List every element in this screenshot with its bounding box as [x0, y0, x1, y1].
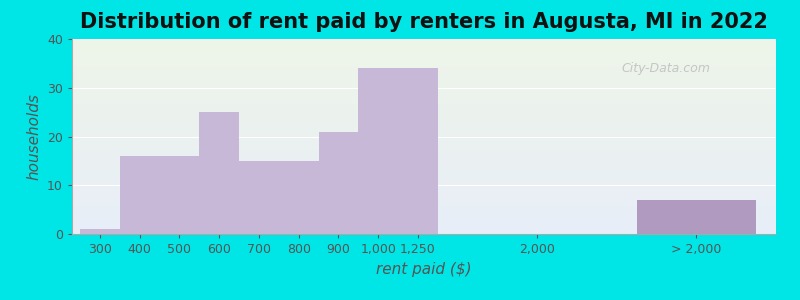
- Bar: [80, 229, 120, 234]
- Bar: [120, 156, 159, 234]
- Bar: [318, 132, 358, 234]
- Bar: [239, 161, 279, 234]
- Y-axis label: households: households: [26, 93, 42, 180]
- Text: City-Data.com: City-Data.com: [621, 62, 710, 75]
- Bar: [398, 68, 438, 234]
- Bar: [358, 68, 398, 234]
- Title: Distribution of rent paid by renters in Augusta, MI in 2022: Distribution of rent paid by renters in …: [80, 12, 768, 32]
- Bar: [637, 200, 756, 234]
- Bar: [199, 112, 239, 234]
- Bar: [159, 156, 199, 234]
- X-axis label: rent paid ($): rent paid ($): [376, 262, 472, 277]
- Bar: [279, 161, 318, 234]
